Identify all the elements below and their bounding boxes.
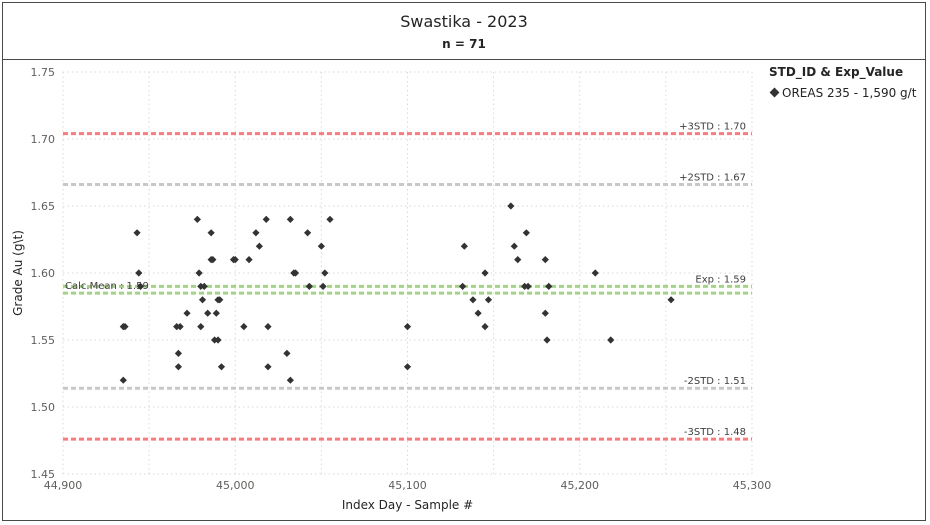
data-point [319, 282, 327, 290]
data-point [183, 309, 191, 317]
data-point [326, 215, 334, 223]
data-point [481, 323, 489, 331]
data-point [121, 323, 129, 331]
data-point [195, 269, 203, 277]
data-point [459, 282, 467, 290]
data-point [197, 323, 205, 331]
chart-header: Swastika - 2023 n = 71 [3, 3, 925, 60]
data-point [484, 296, 493, 304]
y-tick-label: 1.50 [31, 401, 56, 414]
data-point [207, 229, 215, 237]
reference-line-label: Exp : 1.59 [695, 274, 746, 285]
data-point [524, 282, 532, 290]
data-point [321, 269, 329, 277]
reference-line-label: +3STD : 1.70 [679, 122, 746, 133]
data-point [510, 242, 518, 250]
data-point [135, 269, 143, 277]
chart-subtitle: n = 71 [442, 37, 486, 51]
chart-title: Swastika - 2023 [400, 12, 528, 31]
reference-line-label: -3STD : 1.48 [684, 427, 746, 438]
data-point [204, 309, 212, 317]
y-tick-label: 1.45 [31, 468, 56, 481]
data-point [403, 323, 412, 331]
data-point [543, 336, 551, 344]
data-point [317, 242, 325, 250]
data-point [212, 309, 220, 317]
data-point [255, 242, 263, 250]
data-point [469, 296, 477, 304]
data-point [522, 229, 530, 237]
data-point [174, 363, 183, 371]
data-point [291, 269, 300, 277]
data-point [119, 376, 127, 384]
legend-item[interactable]: OREAS 235 - 1,590 g/t [769, 86, 917, 100]
data-point [607, 336, 615, 344]
data-point [264, 363, 272, 371]
reference-line-label: +2STD : 1.67 [679, 173, 746, 184]
data-point [305, 282, 313, 290]
data-point [303, 229, 312, 237]
data-point [200, 282, 208, 290]
data-point [216, 296, 224, 304]
data-point [231, 256, 239, 264]
data-point [252, 229, 260, 237]
diamond-marker-icon [769, 87, 780, 98]
x-tick-label: 45,300 [733, 479, 772, 492]
x-tick-label: 45,000 [216, 479, 255, 492]
data-point [174, 349, 183, 357]
legend-item-label: OREAS 235 - 1,590 g/t [782, 86, 917, 100]
data-point [481, 269, 489, 277]
data-point [193, 215, 201, 223]
data-point [240, 323, 248, 331]
y-axis-title: Grade Au (g\t) [11, 230, 25, 316]
data-point [541, 256, 549, 264]
data-point [214, 336, 222, 344]
data-point [545, 282, 553, 290]
data-point [460, 242, 468, 250]
data-point [217, 363, 226, 371]
y-tick-label: 1.55 [31, 334, 56, 347]
y-tick-label: 1.75 [31, 66, 56, 79]
reference-line-label: Calc.Mean : 1.59 [65, 281, 149, 292]
x-tick-label: 44,900 [44, 479, 83, 492]
data-point [541, 309, 549, 317]
data-point [133, 229, 141, 237]
y-tick-label: 1.65 [31, 200, 56, 213]
x-axis-title: Index Day - Sample # [342, 498, 473, 512]
data-point [514, 256, 522, 264]
y-tick-label: 1.70 [31, 133, 56, 146]
data-point [262, 215, 270, 223]
data-point [209, 256, 217, 264]
data-point [283, 349, 291, 357]
data-point [198, 296, 207, 304]
data-point [176, 323, 184, 331]
data-point [264, 323, 272, 331]
data-point [136, 282, 145, 290]
data-point [667, 296, 675, 304]
data-point [286, 215, 294, 223]
data-point [591, 269, 599, 277]
reference-line-label: -2STD : 1.51 [684, 376, 746, 387]
data-point [474, 309, 482, 317]
x-tick-label: 45,100 [388, 479, 427, 492]
y-tick-label: 1.60 [31, 267, 56, 280]
data-point [403, 363, 412, 371]
data-point [245, 256, 253, 264]
x-tick-label: 45,200 [561, 479, 600, 492]
data-point [286, 376, 294, 384]
legend-title: STD_ID & Exp_Value [769, 65, 904, 79]
data-point [507, 202, 515, 210]
